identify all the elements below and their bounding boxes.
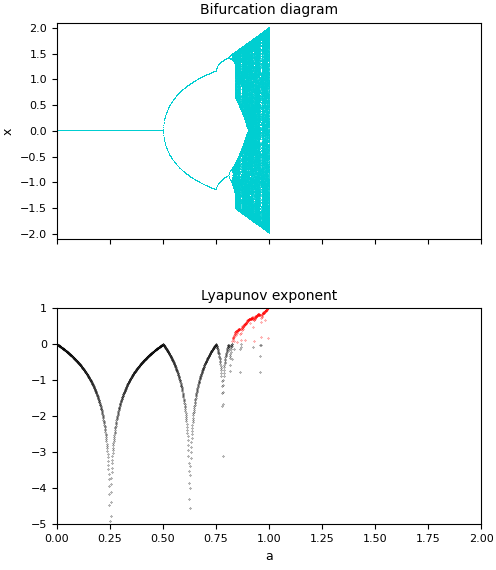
Title: Bifurcation diagram: Bifurcation diagram xyxy=(200,3,338,18)
Title: Lyapunov exponent: Lyapunov exponent xyxy=(201,289,337,303)
Y-axis label: x: x xyxy=(1,127,15,135)
X-axis label: a: a xyxy=(265,549,273,563)
